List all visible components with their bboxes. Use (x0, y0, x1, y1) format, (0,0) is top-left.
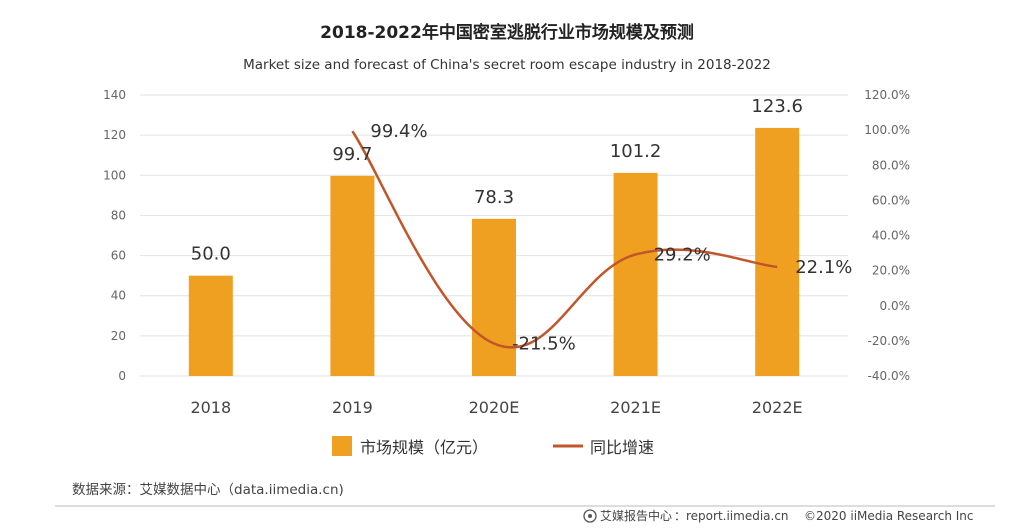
legend-swatch-bar (332, 436, 352, 456)
growth-rate-label: 99.4% (370, 121, 427, 142)
legend-label-line: 同比增速 (590, 438, 654, 457)
x-tick-label: 2022E (752, 398, 803, 417)
iimedia-logo-icon (583, 509, 597, 523)
y-right-tick-label: -20.0% (868, 334, 910, 348)
growth-rate-line (351, 130, 778, 349)
bar-series (188, 127, 800, 376)
y-right-tick-label: 100.0% (864, 123, 910, 137)
y-right-tick-label: 20.0% (872, 264, 910, 278)
y-left-tick-label: 140 (103, 88, 126, 102)
chart-title: 2018-2022年中国密室逃脱行业市场规模及预测 (320, 22, 694, 43)
bar (472, 218, 516, 376)
legend-label-bar: 市场规模（亿元） (360, 438, 488, 457)
bar-value-label: 123.6 (751, 96, 803, 117)
growth-rate-label: 22.1% (795, 257, 852, 278)
x-tick-label: 2018 (190, 398, 231, 417)
footer-logo-text: 艾媒报告中心 (600, 508, 672, 523)
y-left-tick-label: 80 (111, 208, 126, 222)
footer-site: ：report.iimedia.cn (674, 509, 789, 523)
bar-value-label: 50.0 (191, 244, 231, 265)
bar (613, 172, 658, 376)
bar-value-label: 78.3 (474, 187, 514, 208)
y-right-tick-label: 0.0% (880, 299, 911, 313)
y-left-tick-label: 40 (111, 289, 126, 303)
x-tick-label: 2020E (469, 398, 520, 417)
y-left-tick-label: 120 (103, 128, 126, 142)
x-axis: 2018 2019 2020E 2021E 2022E (190, 398, 802, 417)
bar (188, 275, 233, 376)
data-labels: 50.0 99.7 78.3 101.2 123.6 99.4% -21.5% 29.2% 22… (191, 96, 853, 355)
y-left-tick-label: 0 (118, 369, 126, 383)
footer-copyright: ©2020 iiMedia Research Inc (804, 509, 973, 523)
y-left-tick-label: 20 (111, 329, 126, 343)
footer: 艾媒报告中心 ：report.iimedia.cn ©2020 iiMedia … (583, 508, 973, 523)
y-right-tick-label: 120.0% (864, 88, 910, 102)
bar (755, 127, 800, 376)
bar-value-label: 101.2 (610, 141, 662, 162)
line-series (351, 130, 778, 349)
bar (330, 175, 375, 376)
bar-value-label: 99.7 (332, 144, 372, 165)
legend: 市场规模（亿元） 同比增速 (332, 436, 654, 457)
y-right-tick-label: -40.0% (868, 369, 910, 383)
y-axis-left: 0 20 40 60 80 100 120 140 (103, 88, 126, 383)
growth-rate-label: -21.5% (512, 334, 576, 355)
y-left-tick-label: 60 (111, 249, 126, 263)
y-right-tick-label: 40.0% (872, 229, 910, 243)
y-right-tick-label: 80.0% (872, 158, 910, 172)
source-note: 数据来源：艾媒数据中心（data.iimedia.cn) (72, 482, 344, 498)
chart-subtitle: Market size and forecast of China's secr… (243, 57, 771, 73)
growth-rate-label: 29.2% (654, 244, 711, 265)
y-right-tick-label: 60.0% (872, 193, 910, 207)
x-tick-label: 2021E (610, 398, 661, 417)
y-left-tick-label: 100 (103, 168, 126, 182)
y-axis-right: -40.0% -20.0% 0.0% 20.0% 40.0% 60.0% 80.0% 100.… (864, 88, 910, 383)
x-tick-label: 2019 (332, 398, 373, 417)
